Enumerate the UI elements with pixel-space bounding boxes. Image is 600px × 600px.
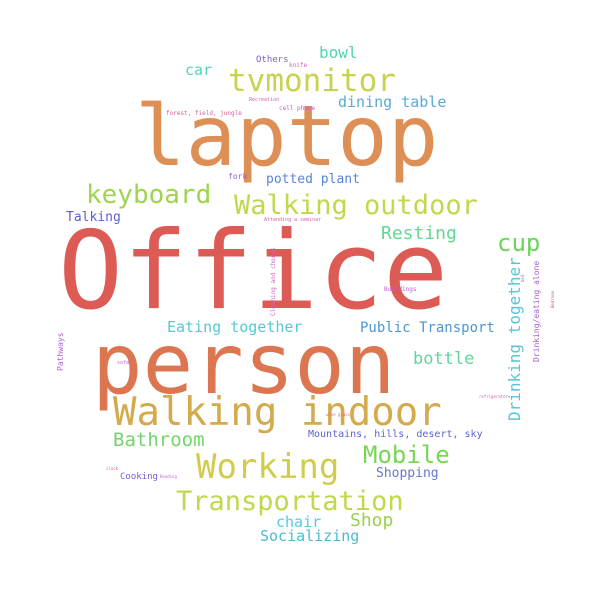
word-attending-a-seminar: Attending a seminar — [264, 217, 322, 223]
word-socializing: Socializing — [260, 527, 360, 545]
word-mobile: Mobile — [363, 441, 450, 469]
word-refrigerator: refrigerator — [479, 394, 508, 399]
word-car: car — [185, 61, 213, 79]
word-bedroom: Bedroom — [550, 291, 555, 308]
word-tvmonitor: tvmonitor — [228, 63, 396, 99]
word-clock: clock — [106, 466, 119, 471]
word-walking-outdoor: Walking outdoor — [234, 190, 478, 221]
word-bed: bed — [520, 274, 525, 282]
word-cup: cup — [497, 229, 541, 257]
word-public-transport: Public Transport — [360, 320, 495, 336]
word-resting: Resting — [381, 223, 457, 244]
word-person: person — [92, 315, 396, 413]
word-walking-indoor: Walking indoor — [113, 390, 442, 435]
word-reading: Reading — [160, 474, 177, 479]
word-wine-glass: wine glass — [326, 412, 351, 417]
word-bottle: bottle — [413, 349, 475, 369]
word-drinking-eating-alone: Drinking/eating alone — [532, 260, 541, 362]
word-fork: fork — [228, 172, 248, 181]
word-cleaning-and-chores: Cleaning and chores — [270, 247, 277, 316]
word-chair: chair — [276, 513, 322, 531]
word-keyboard: keyboard — [86, 180, 212, 210]
word-dining-table: dining table — [338, 93, 447, 111]
word-talking: Talking — [66, 210, 121, 225]
word-knife: knife — [289, 62, 308, 69]
word-forest-field-jungle: forest, field, jungle — [166, 110, 242, 117]
word-cell-phone: cell phone — [279, 105, 316, 112]
word-laptop: laptop — [135, 87, 439, 185]
word-cooking: Cooking — [120, 472, 158, 482]
word-potted-plant: potted plant — [266, 172, 360, 187]
word-buildings: Buildings — [384, 286, 417, 293]
word-shopping: Shopping — [376, 466, 439, 481]
word-shop: Shop — [350, 510, 394, 531]
word-working: Working — [196, 447, 340, 487]
word-bowl: bowl — [319, 43, 358, 62]
word-bathroom: Bathroom — [113, 429, 205, 451]
word-others: Others — [256, 55, 289, 65]
word-office: Office — [58, 209, 449, 334]
word-eating-together: Eating together — [167, 318, 303, 336]
word-sofa: sofa — [117, 360, 130, 366]
word-pathways: Pathways — [56, 332, 65, 371]
word-recreation: Recreation — [249, 97, 280, 103]
word-mountains: Mountains, hills, desert, sky — [308, 429, 483, 440]
word-transportation: Transportation — [176, 486, 404, 517]
